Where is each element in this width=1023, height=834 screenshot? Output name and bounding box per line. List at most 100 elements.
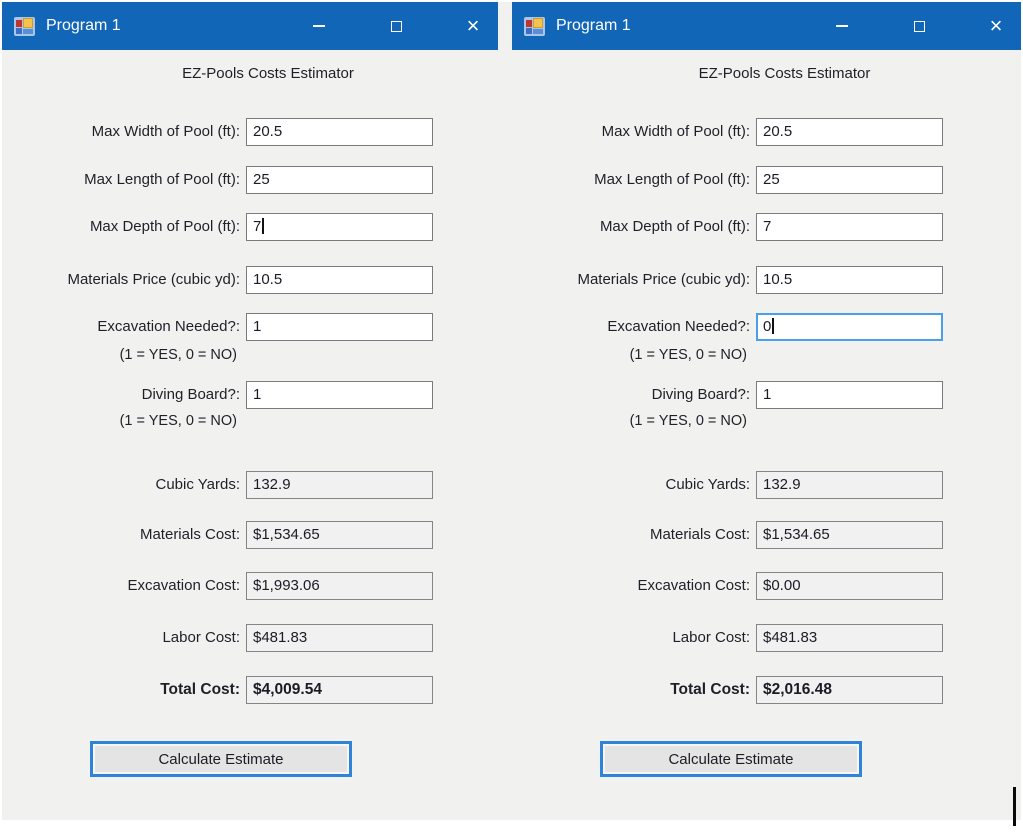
input-value: 1 [763, 386, 772, 403]
excavation-needed-input[interactable]: 0 [756, 313, 943, 341]
app-icon-blue-square [526, 27, 532, 34]
calculate-estimate-button[interactable]: Calculate Estimate [90, 741, 352, 777]
excavation-needed-row: Excavation Needed?: 0 [512, 313, 1021, 341]
max-depth-label: Max Depth of Pool (ft): [599, 218, 750, 235]
max-width-input[interactable]: 20.5 [756, 118, 943, 146]
output-value: $481.83 [253, 629, 308, 646]
materials-cost-output[interactable]: $1,534.65 [756, 521, 943, 549]
max-width-row: Max Width of Pool (ft): 20.5 [512, 118, 1021, 146]
close-icon: × [989, 13, 1003, 38]
materials-price-input[interactable]: 10.5 [246, 266, 433, 294]
materials-price-input[interactable]: 10.5 [756, 266, 943, 294]
materials-cost-row: Materials Cost: $1,534.65 [512, 521, 1021, 549]
close-button[interactable]: × [979, 2, 1013, 50]
app-icon-lightblue-square [23, 28, 33, 34]
labor-cost-label: Labor Cost: [672, 629, 750, 646]
input-value: 1 [253, 318, 262, 335]
output-value: $2,016.48 [763, 681, 832, 698]
max-width-label: Max Width of Pool (ft): [91, 123, 240, 140]
total-cost-label: Total Cost: [670, 681, 750, 698]
materials-price-label: Materials Price (cubic yd): [577, 271, 750, 288]
excavation-cost-output[interactable]: $0.00 [756, 572, 943, 600]
minimize-icon [836, 25, 848, 27]
maximize-button[interactable] [902, 2, 936, 50]
window-title: Program 1 [46, 17, 121, 34]
text-caret [262, 218, 264, 234]
cubic-yards-row: Cubic Yards: 132.9 [512, 471, 1021, 499]
excavation-needed-input[interactable]: 1 [246, 313, 433, 341]
output-value: $481.83 [763, 629, 818, 646]
labor-cost-label: Labor Cost: [162, 629, 240, 646]
max-length-row: Max Length of Pool (ft): 25 [512, 166, 1021, 194]
cubic-yards-row: Cubic Yards: 132.9 [2, 471, 498, 499]
form-heading: EZ-Pools Costs Estimator [698, 65, 871, 82]
labor-cost-output[interactable]: $481.83 [246, 624, 433, 652]
diving-yes-no-note: (1 = YES, 0 = NO) [119, 413, 237, 429]
materials-price-row: Materials Price (cubic yd): 10.5 [512, 266, 1021, 294]
output-value: 132.9 [253, 476, 291, 493]
input-value: 7 [763, 218, 772, 235]
max-depth-row: Max Depth of Pool (ft): 7 [2, 213, 498, 241]
max-depth-input[interactable]: 7 [756, 213, 943, 241]
window-left: Program 1 × EZ-Pools Costs Estimator Max… [2, 2, 498, 820]
app-icon-blue-square [16, 27, 22, 34]
materials-price-row: Materials Price (cubic yd): 10.5 [2, 266, 498, 294]
output-value: $1,534.65 [253, 526, 320, 543]
max-depth-label: Max Depth of Pool (ft): [89, 218, 240, 235]
total-cost-row: Total Cost: $4,009.54 [2, 676, 498, 704]
window-title: Program 1 [556, 17, 631, 34]
labor-cost-output[interactable]: $481.83 [756, 624, 943, 652]
excavation-cost-row: Excavation Cost: $0.00 [512, 572, 1021, 600]
close-button[interactable]: × [456, 2, 490, 50]
app-icon [14, 16, 35, 36]
excavation-needed-label: Excavation Needed?: [97, 318, 240, 335]
output-value: $1,993.06 [253, 577, 320, 594]
input-value: 20.5 [763, 123, 793, 140]
excavation-needed-label: Excavation Needed?: [607, 318, 750, 335]
app-icon-gold-square [23, 17, 33, 28]
materials-cost-row: Materials Cost: $1,534.65 [2, 521, 498, 549]
titlebar[interactable]: Program 1 × [512, 2, 1021, 50]
max-length-label: Max Length of Pool (ft): [84, 171, 240, 188]
minimize-button[interactable] [302, 2, 336, 50]
cubic-yards-output[interactable]: 132.9 [246, 471, 433, 499]
total-cost-output[interactable]: $2,016.48 [756, 676, 943, 704]
labor-cost-row: Labor Cost: $481.83 [512, 624, 1021, 652]
output-value: $0.00 [763, 577, 801, 594]
input-value: 25 [253, 171, 270, 188]
excavation-needed-row: Excavation Needed?: 1 [2, 313, 498, 341]
input-value: 0 [763, 318, 772, 335]
excavation-yes-no-note: (1 = YES, 0 = NO) [119, 347, 237, 363]
diving-yes-no-note: (1 = YES, 0 = NO) [629, 413, 747, 429]
calculate-estimate-button[interactable]: Calculate Estimate [600, 741, 862, 777]
total-cost-label: Total Cost: [160, 681, 240, 698]
cubic-yards-output[interactable]: 132.9 [756, 471, 943, 499]
maximize-icon [390, 20, 402, 32]
excavation-yes-no-note: (1 = YES, 0 = NO) [629, 347, 747, 363]
titlebar[interactable]: Program 1 × [2, 2, 498, 50]
excavation-cost-label: Excavation Cost: [127, 577, 240, 594]
minimize-button[interactable] [825, 2, 859, 50]
input-value: 10.5 [763, 271, 793, 288]
max-length-input[interactable]: 25 [756, 166, 943, 194]
max-length-input[interactable]: 25 [246, 166, 433, 194]
materials-cost-output[interactable]: $1,534.65 [246, 521, 433, 549]
input-value: 10.5 [253, 271, 283, 288]
maximize-button[interactable] [379, 2, 413, 50]
diving-board-input[interactable]: 1 [246, 381, 433, 409]
form-heading: EZ-Pools Costs Estimator [182, 65, 354, 82]
diving-board-row: Diving Board?: 1 [512, 381, 1021, 409]
diving-board-input[interactable]: 1 [756, 381, 943, 409]
max-depth-row: Max Depth of Pool (ft): 7 [512, 213, 1021, 241]
input-value: 25 [763, 171, 780, 188]
window-right: Program 1 × EZ-Pools Costs Estimator Max… [512, 2, 1021, 820]
labor-cost-row: Labor Cost: $481.83 [2, 624, 498, 652]
max-depth-input[interactable]: 7 [246, 213, 433, 241]
app-icon-lightblue-square [533, 28, 543, 34]
max-width-input[interactable]: 20.5 [246, 118, 433, 146]
text-caret [772, 318, 774, 334]
materials-cost-label: Materials Cost: [139, 526, 240, 543]
excavation-cost-output[interactable]: $1,993.06 [246, 572, 433, 600]
total-cost-output[interactable]: $4,009.54 [246, 676, 433, 704]
